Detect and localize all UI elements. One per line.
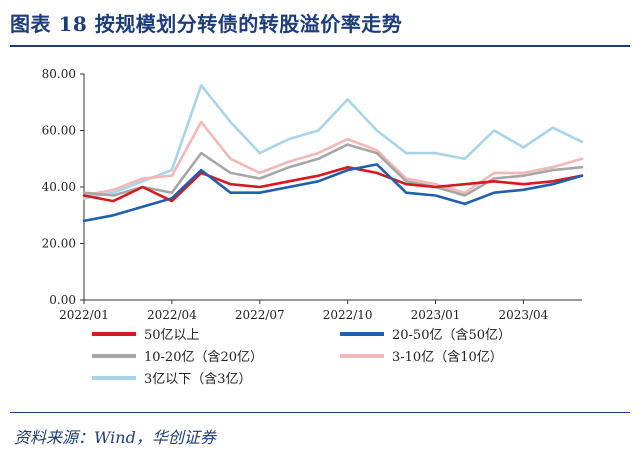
- chart-area: 0.00 20.00 40.00 60.00 80.00 2022/01 2022/04 20…: [0, 52, 640, 402]
- series-line: [82, 163, 584, 223]
- source-note: 资料来源：Wind，华创证券: [14, 428, 216, 447]
- legend-label: 10-20亿（含20亿）: [144, 349, 263, 365]
- y-tick-label: 80.00: [42, 67, 76, 81]
- series-line: [82, 120, 584, 197]
- y-tick-label: 0.00: [49, 293, 76, 307]
- x-tick-label: 2022/10: [323, 308, 373, 322]
- legend-label: 3-10亿（含10亿）: [392, 349, 503, 365]
- premium-rate-line-chart: 0.00 20.00 40.00 60.00 80.00 2022/01 2022/04 20…: [42, 67, 584, 387]
- series-line: [82, 83, 584, 200]
- series-line: [82, 143, 584, 197]
- x-tick-label: 2022/04: [147, 308, 197, 322]
- x-tick-label: 2022/07: [235, 308, 285, 322]
- y-tick-label: 20.00: [42, 237, 76, 251]
- figure-title: 图表 18 按规模划分转债的转股溢价率走势: [10, 12, 403, 36]
- source-divider: [10, 412, 630, 413]
- x-tick-label: 2022/01: [59, 308, 109, 322]
- legend-label: 50亿以上: [144, 328, 200, 343]
- x-tick-label: 2023/01: [411, 308, 461, 322]
- legend-label: 20-50亿（含50亿）: [392, 327, 511, 343]
- title-divider: [10, 45, 630, 47]
- legend-label: 3亿以下（含3亿）: [144, 371, 252, 387]
- y-tick-label: 40.00: [42, 180, 76, 194]
- x-tick-label: 2023/04: [498, 308, 548, 322]
- y-tick-label: 60.00: [42, 124, 76, 138]
